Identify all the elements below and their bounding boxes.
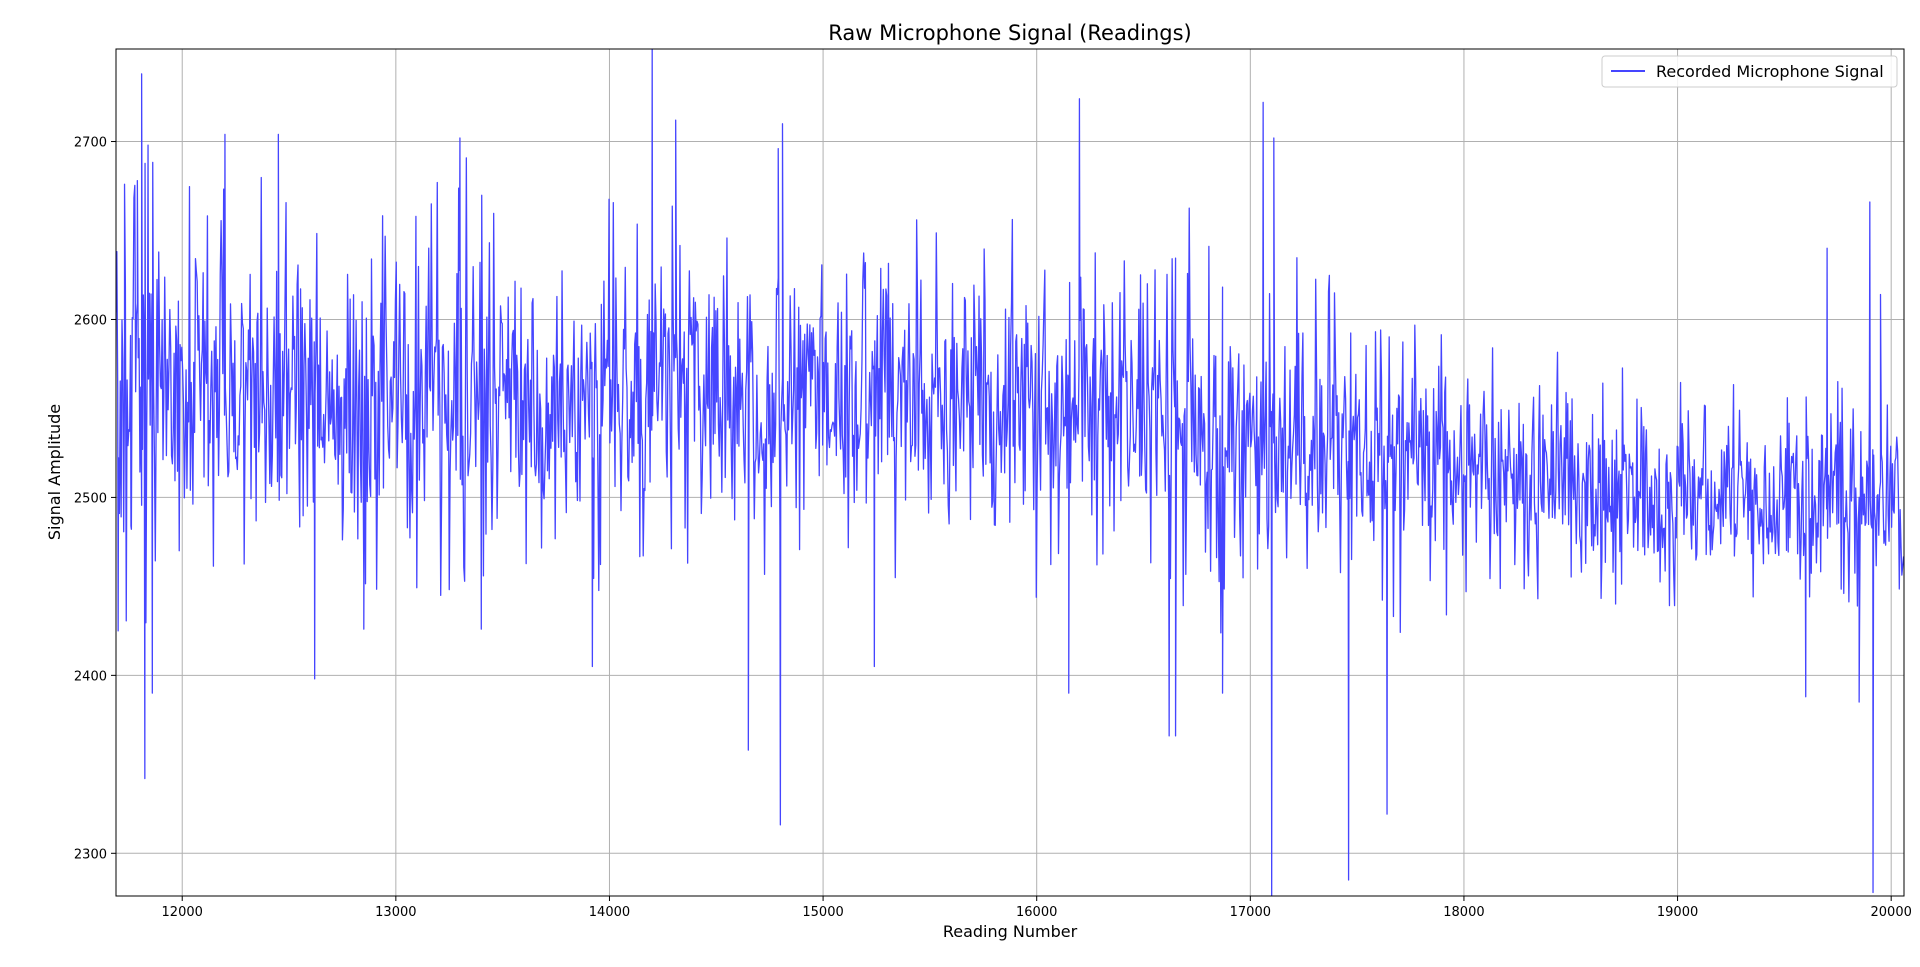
y-tick-label: 2300 <box>74 847 107 862</box>
y-axis-label: Signal Amplitude <box>45 404 64 540</box>
x-tick-label: 13000 <box>375 905 416 920</box>
axis-ticks: 12000 13000 14000 15000 16000 17000 18000 19000… <box>74 136 1912 920</box>
plot-frame <box>115 48 1905 897</box>
grid-lines <box>116 49 1904 896</box>
series-line-recorded-microphone-signal <box>116 49 1904 896</box>
x-tick-label: 12000 <box>162 905 203 920</box>
y-tick-label: 2600 <box>74 313 107 328</box>
x-tick-label: 20000 <box>1871 905 1912 920</box>
y-tick-label: 2700 <box>74 136 107 151</box>
x-axis-label: Reading Number <box>943 922 1078 941</box>
legend-box <box>1601 55 1898 88</box>
x-tick-label: 19000 <box>1657 905 1698 920</box>
legend-entry-label: Recorded Microphone Signal <box>1656 62 1884 81</box>
x-tick-label: 17000 <box>1230 905 1271 920</box>
series-layer <box>116 49 1904 896</box>
y-tick-label: 2400 <box>74 669 107 684</box>
chart-title: Raw Microphone Signal (Readings) <box>828 21 1192 45</box>
x-tick-label: 14000 <box>589 905 630 920</box>
x-tick-label: 16000 <box>1016 905 1057 920</box>
y-tick-label: 2500 <box>74 491 107 506</box>
legend: Recorded Microphone Signal <box>1601 55 1898 88</box>
x-tick-label: 15000 <box>802 905 843 920</box>
x-tick-label: 18000 <box>1443 905 1484 920</box>
